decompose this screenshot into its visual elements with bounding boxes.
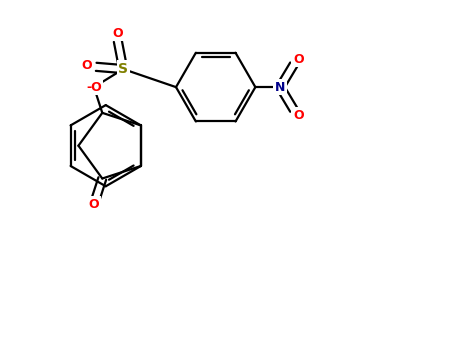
Text: -O: -O xyxy=(86,80,102,93)
Text: O: O xyxy=(293,108,303,121)
Text: O: O xyxy=(293,52,303,66)
Text: N: N xyxy=(275,80,285,93)
Text: S: S xyxy=(118,62,128,76)
Text: O: O xyxy=(89,198,99,211)
Text: O: O xyxy=(112,27,123,40)
Text: O: O xyxy=(82,60,92,72)
